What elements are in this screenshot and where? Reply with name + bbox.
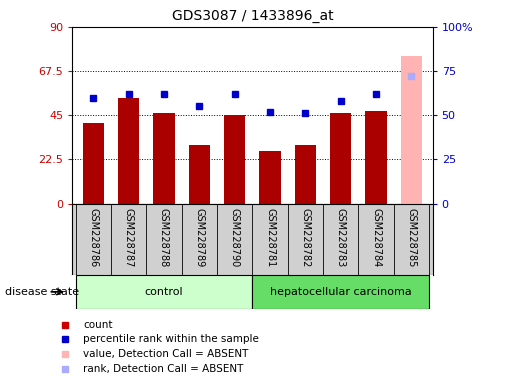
Text: GSM228788: GSM228788	[159, 209, 169, 268]
Bar	[76, 275, 252, 309]
Text: GSM228782: GSM228782	[300, 209, 311, 268]
Bar	[118, 98, 139, 204]
Text: GSM228789: GSM228789	[194, 209, 204, 268]
Text: disease state: disease state	[5, 287, 79, 297]
Bar	[188, 145, 210, 204]
Text: count: count	[83, 319, 113, 330]
Bar	[295, 145, 316, 204]
Text: control: control	[145, 287, 183, 297]
Text: percentile rank within the sample: percentile rank within the sample	[83, 334, 259, 344]
Bar	[252, 275, 429, 309]
Bar	[330, 113, 351, 204]
Text: GSM228783: GSM228783	[336, 209, 346, 268]
Text: hepatocellular carcinoma: hepatocellular carcinoma	[270, 287, 411, 297]
Bar	[401, 56, 422, 204]
Text: GSM228781: GSM228781	[265, 209, 275, 268]
Bar	[366, 111, 387, 204]
Text: GSM228784: GSM228784	[371, 209, 381, 268]
Text: GSM228785: GSM228785	[406, 209, 417, 268]
Text: GSM228787: GSM228787	[124, 209, 134, 268]
Title: GDS3087 / 1433896_at: GDS3087 / 1433896_at	[171, 9, 333, 23]
Text: rank, Detection Call = ABSENT: rank, Detection Call = ABSENT	[83, 364, 244, 374]
Bar	[83, 123, 104, 204]
Text: GSM228786: GSM228786	[88, 209, 98, 268]
Text: GSM228790: GSM228790	[230, 209, 239, 268]
Bar	[260, 151, 281, 204]
Bar	[153, 113, 175, 204]
Text: value, Detection Call = ABSENT: value, Detection Call = ABSENT	[83, 349, 249, 359]
Bar	[224, 115, 245, 204]
